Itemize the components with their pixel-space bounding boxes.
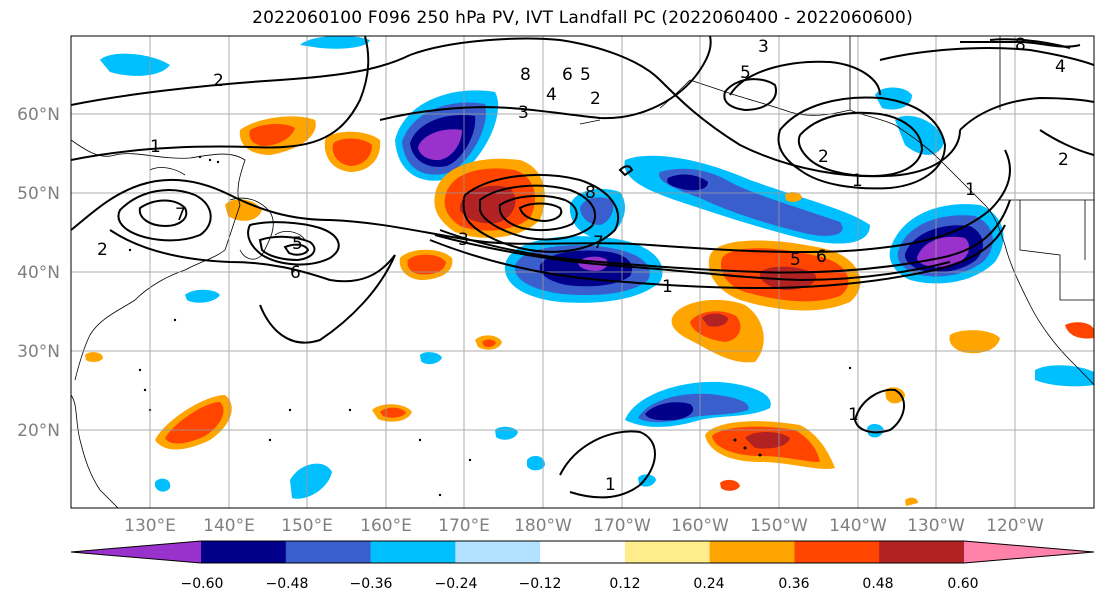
contour-label: 1 — [848, 405, 859, 425]
lon-labels: 130°E 140°E 150°E 160°E 170°E 180°W 170°… — [124, 516, 1044, 536]
lat-label: 40°N — [17, 263, 60, 283]
lon-label: 160°W — [671, 516, 729, 536]
contour-label: 6 — [816, 247, 827, 267]
colorbar-segment — [370, 541, 456, 563]
map-frame — [70, 35, 1095, 509]
colorbar-tick-label: 0.36 — [778, 576, 809, 592]
lat-label: 20°N — [17, 421, 60, 441]
contour-label: 2 — [1058, 150, 1069, 170]
colorbar-segment — [624, 541, 711, 563]
colorbar-tick-label: −0.60 — [181, 576, 224, 592]
contour-label: 7 — [593, 233, 604, 253]
colorbar-extend-low — [71, 541, 201, 563]
colorbar-tick-label: −0.36 — [350, 576, 393, 592]
lon-label: 160°E — [360, 516, 412, 536]
contour-label: 7 — [175, 205, 186, 225]
colorbar-ticks: −0.60 −0.48 −0.36 −0.24 −0.12 0.12 0.24 … — [181, 576, 979, 592]
colorbar-tick-label: −0.24 — [435, 576, 478, 592]
colorbar-outline — [70, 540, 1095, 564]
positive-anomaly-northeast-pacific — [671, 240, 861, 363]
colorbar-tick-label: −0.12 — [519, 576, 562, 592]
contour-label: 8 — [520, 65, 531, 85]
contour-label: 1 — [605, 475, 616, 495]
colorbar-segment — [879, 541, 965, 563]
contour-label: 2 — [97, 240, 108, 260]
contour-label: 3 — [518, 103, 529, 123]
colorbar-segment — [285, 541, 372, 563]
lat-labels: 60°N 50°N 40°N 30°N 20°N — [17, 105, 60, 441]
colorbar-tick-label: 0.60 — [947, 576, 978, 592]
positive-anomaly-subtropics — [85, 192, 1094, 506]
contour-label: 2 — [213, 71, 224, 91]
lon-label: 170°E — [438, 516, 490, 536]
contour-label: 2 — [818, 147, 829, 167]
coastlines — [71, 36, 1094, 508]
contour-label: 4 — [546, 85, 557, 105]
lon-label: 120°W — [986, 516, 1044, 536]
contour-label: 4 — [1055, 57, 1066, 77]
contour-label: 6 — [290, 263, 301, 283]
lon-label: 130°E — [124, 516, 176, 536]
lon-label: 180°W — [514, 516, 572, 536]
contour-label: 1 — [662, 277, 673, 297]
lat-label: 30°N — [17, 342, 60, 362]
contour-label: 3 — [458, 230, 469, 250]
contour-label: 1 — [150, 137, 161, 157]
lon-label: 130°W — [907, 516, 965, 536]
contour-label: 5 — [740, 63, 751, 83]
contour-label: 6 — [562, 65, 573, 85]
positive-anomaly-aleutian-west — [434, 158, 545, 238]
colorbar-tick-label: −0.48 — [266, 576, 309, 592]
map-title: 2022060100 F096 250 hPa PV, IVT Landfall… — [252, 8, 913, 28]
contour-label: 2 — [590, 89, 601, 109]
colorbar-tick-label: 0.24 — [693, 576, 724, 592]
contour-label: 8 — [1015, 35, 1026, 55]
contour-label: 5 — [580, 65, 591, 85]
colorbar-tick-label: 0.12 — [609, 576, 640, 592]
colorbar-segment — [540, 541, 626, 563]
contour-label: 8 — [585, 183, 596, 203]
contour-labels: 2 1 2 5 6 7 3 8 7 1 3 4 5 6 2 3 8 5 2 1 … — [97, 35, 1069, 495]
lon-label: 170°W — [593, 516, 651, 536]
lon-label: 150°W — [750, 516, 808, 536]
contour-label: 1 — [965, 180, 976, 200]
contour-label: 5 — [790, 250, 801, 270]
negative-anomaly-subtropical — [625, 381, 771, 427]
colorbar-segment — [201, 541, 287, 563]
lon-label: 140°W — [829, 516, 887, 536]
negative-anomaly-small-patches — [100, 36, 1094, 499]
colorbar-extend-high — [964, 541, 1094, 563]
gridlines — [71, 36, 1094, 508]
negative-anomaly-gulf-of-alaska-band — [624, 155, 870, 244]
lon-label: 150°E — [281, 516, 333, 536]
colorbar-tick-label: 0.48 — [862, 576, 893, 592]
colorbar — [70, 540, 1095, 564]
contour-label: 3 — [758, 37, 769, 57]
island-dots — [128, 155, 852, 497]
contour-label: 1 — [852, 171, 863, 191]
lat-label: 50°N — [17, 184, 60, 204]
colorbar-segment — [709, 541, 795, 563]
ivt-contours — [71, 36, 1094, 499]
contour-label: 5 — [292, 234, 303, 254]
colorbar-segment — [794, 541, 880, 563]
colorbar-segment — [455, 541, 541, 563]
lat-label: 60°N — [17, 105, 60, 125]
lon-label: 140°E — [203, 516, 255, 536]
